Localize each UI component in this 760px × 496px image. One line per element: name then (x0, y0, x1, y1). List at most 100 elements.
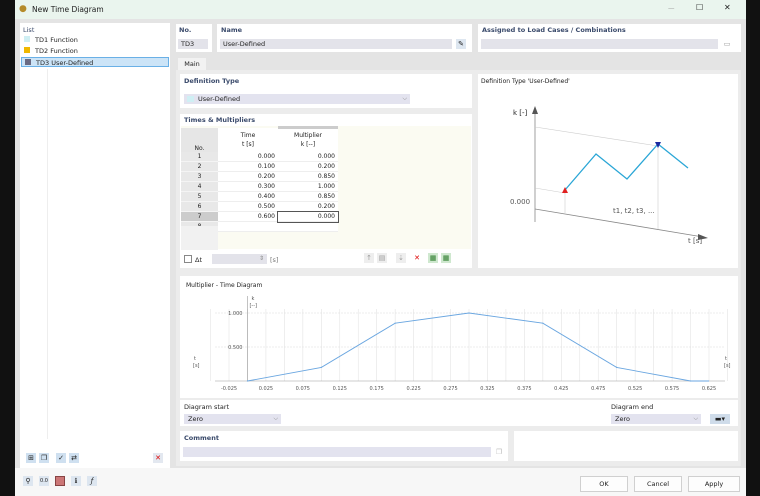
multiplier-cell[interactable] (278, 221, 338, 232)
list-item[interactable]: TD1 Function (21, 35, 169, 45)
minimize-button[interactable]: — (668, 4, 675, 12)
definition-type-box: Definition Type User-Defined ⌵ (180, 74, 472, 108)
function-icon[interactable]: ƒ (87, 476, 97, 486)
multiplier-cell[interactable]: 0.850 (278, 191, 338, 202)
delta-t-field[interactable]: ⇕ (212, 254, 267, 264)
data-point (394, 322, 396, 324)
row-number: 2 (181, 161, 218, 172)
row-number: 4 (181, 181, 218, 192)
diagram-end-dropdown[interactable]: Zero ⌵ (611, 414, 701, 424)
x-tick-label: 0.475 (591, 386, 605, 392)
multiplier-cell[interactable]: 0.200 (278, 161, 338, 172)
app-icon: ● (19, 4, 27, 14)
apply-button[interactable]: Apply (688, 476, 740, 492)
x-tick-label: 0.525 (628, 386, 642, 392)
definition-type-dropdown[interactable]: User-Defined ⌵ (184, 94, 410, 104)
list-item[interactable]: TD2 Function (21, 46, 169, 56)
number-field[interactable]: TD3 (178, 39, 208, 49)
tab-main[interactable]: Main (178, 58, 206, 71)
time-cell[interactable]: 0.500 (218, 201, 278, 212)
time-cell[interactable]: 0.000 (218, 151, 278, 162)
x-tick-label: 0.175 (370, 386, 384, 392)
schematic-title: Definition Type 'User-Defined' (481, 78, 570, 85)
new-item-icon[interactable]: ⊞ (26, 453, 36, 463)
edit-icon[interactable]: ✎ (456, 39, 466, 49)
close-button[interactable]: ✕ (724, 3, 731, 12)
name-field[interactable]: User-Defined (220, 39, 452, 49)
axis-label: t (725, 356, 727, 362)
time-cell[interactable]: 0.300 (218, 181, 278, 192)
x-tick-label: 0.625 (702, 386, 716, 392)
maximize-button[interactable]: ☐ (696, 3, 704, 12)
time-cell[interactable]: 0.600 (218, 211, 278, 222)
diagram-start-label: Diagram start (184, 403, 230, 411)
footer: ⚲ 0.0 ℹ ƒ OK Cancel Apply (15, 468, 746, 496)
times-table: No. Time t [s] Multiplier k [--] 1 0.000 0… (181, 126, 339, 232)
select-loadcases-icon[interactable]: ▭ (723, 40, 731, 48)
k-axis-label: k [-] (513, 109, 528, 117)
time-cell[interactable]: 0.200 (218, 171, 278, 182)
multiplier-cell[interactable]: 0.850 (278, 171, 338, 182)
row-number: 1 (181, 151, 218, 162)
comment-label: Comment (184, 434, 219, 442)
color-swatch (24, 36, 30, 42)
x-tick-label: 0.375 (517, 386, 531, 392)
time-cell[interactable]: 0.400 (218, 191, 278, 202)
name-box: Name User-Defined ✎ (217, 24, 472, 52)
info-box (514, 431, 738, 461)
col-time: Time t [s] (218, 127, 278, 152)
time-cell[interactable]: 0.100 (218, 161, 278, 172)
diagram-start-dropdown[interactable]: Zero ⌵ (184, 414, 281, 424)
uncheck-icon[interactable]: ⇄ (69, 453, 79, 463)
item-label: User-Defined (51, 59, 94, 67)
insert-row-icon[interactable]: ↑ (364, 253, 374, 263)
ok-button[interactable]: OK (580, 476, 628, 492)
check-all-icon[interactable]: ✓ (56, 453, 66, 463)
list-title: List (23, 26, 35, 34)
comment-field[interactable] (183, 447, 491, 457)
x-tick-label: 0.325 (480, 386, 494, 392)
series-line (247, 312, 709, 382)
row-number: 7 (181, 211, 218, 222)
assigned-field[interactable] (481, 39, 718, 49)
number-box: No. TD3 (176, 24, 212, 52)
multiplier-cell[interactable]: 0.000 (278, 151, 338, 162)
schematic-diagram (532, 106, 708, 240)
units-icon[interactable]: 0.0 (39, 476, 49, 486)
data-point (689, 380, 692, 382)
x-tick-label: 0.575 (665, 386, 679, 392)
data-point (468, 312, 470, 314)
col-no: No. (181, 127, 218, 152)
delete-icon[interactable]: ✕ (153, 453, 163, 463)
import-icon[interactable]: ▦ (428, 253, 438, 263)
search-icon[interactable]: ⚲ (23, 476, 33, 486)
cancel-button[interactable]: Cancel (634, 476, 682, 492)
table-row: 5 0.400 0.850 (181, 191, 338, 202)
delta-t-checkbox[interactable] (184, 255, 192, 263)
dialog-window: ● New Time Diagram — ☐ ✕ List TD1 Functi… (15, 0, 746, 496)
axis-label: t (194, 356, 196, 362)
save-table-icon[interactable]: ▤ (377, 253, 387, 263)
times-multipliers-label: Times & Multipliers (184, 116, 256, 124)
multiplier-cell[interactable]: 0.200 (278, 201, 338, 212)
table-row: 3 0.200 0.850 (181, 171, 338, 182)
time-cell[interactable] (218, 221, 278, 232)
table-row: 2 0.100 0.200 (181, 161, 338, 172)
multiplier-cell[interactable]: 1.000 (278, 181, 338, 192)
info-icon[interactable]: ℹ (71, 476, 81, 486)
axis-label: [s] (193, 363, 200, 369)
delete-row-icon[interactable]: ✕ (414, 254, 420, 262)
list-item[interactable]: TD3 User-Defined (21, 57, 169, 67)
comment-library-icon[interactable]: ❐ (495, 448, 503, 456)
x-tick-label: 0.275 (443, 386, 457, 392)
sort-icon[interactable]: ⇣ (396, 253, 406, 263)
times-multipliers-box: Times & Multipliers No. Time t [s] Multip… (180, 114, 472, 268)
data-point (246, 380, 249, 382)
multiplier-cell[interactable]: 0.000 (277, 210, 339, 223)
copy-item-icon[interactable]: ❐ (39, 453, 49, 463)
export-icon[interactable]: ▦ (441, 253, 451, 263)
x-tick-label: -0.025 (221, 386, 237, 392)
print-icon[interactable]: ▬▾ (710, 414, 730, 424)
color-icon[interactable] (55, 476, 65, 486)
data-point (542, 322, 544, 324)
